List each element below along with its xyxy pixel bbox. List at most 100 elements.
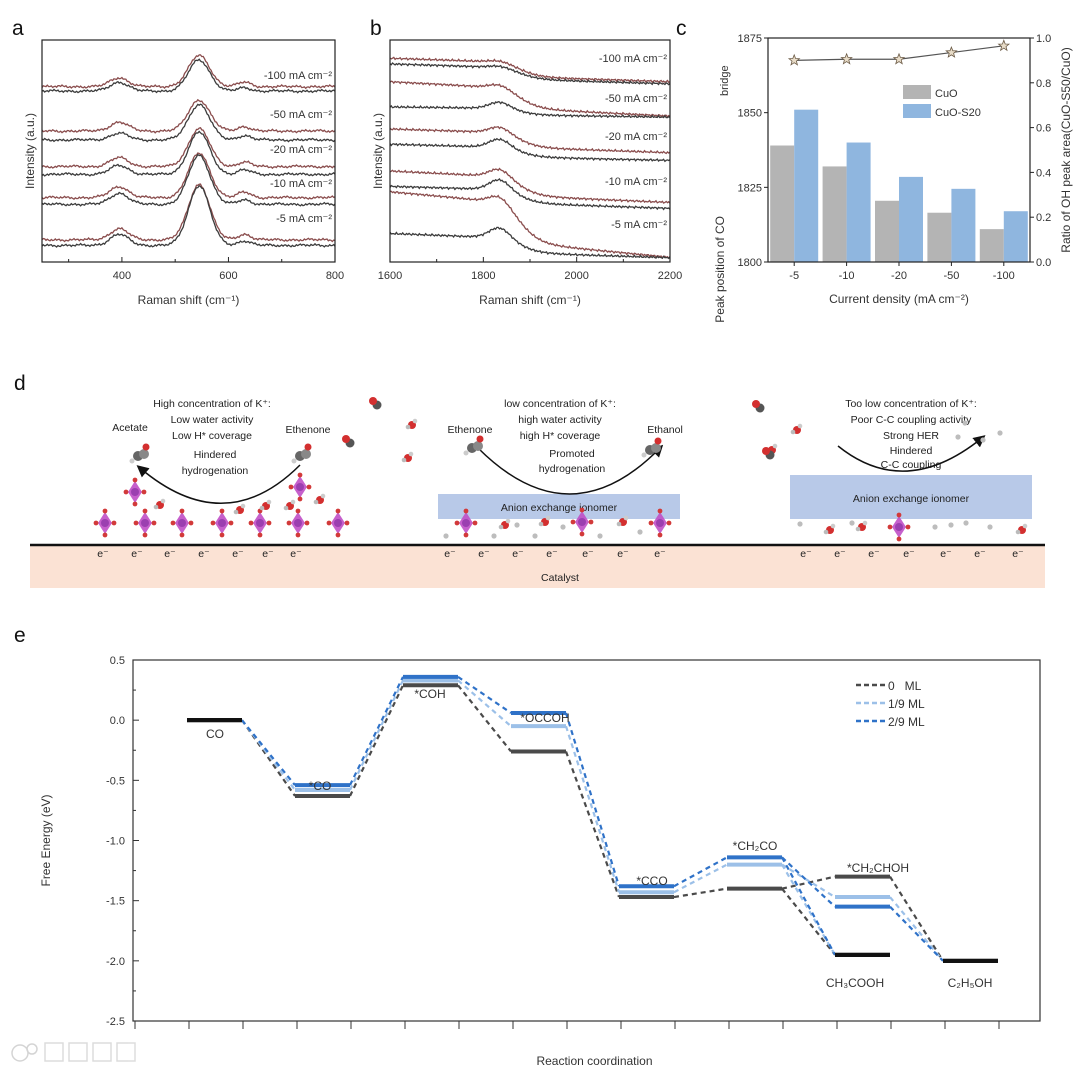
spectrum-line [41, 127, 336, 170]
reaction-arrow [136, 464, 301, 504]
y-right-tick-label: 0.0 [1036, 257, 1051, 269]
energy-connector [457, 675, 512, 714]
electron-label: e⁻ [232, 548, 244, 560]
potassium-ion-cluster [326, 508, 350, 538]
hydrogen-atom [955, 434, 961, 440]
spectrum-line [389, 190, 671, 260]
ethenone-molecule [291, 443, 312, 464]
y-tick-label: 1800 [738, 257, 762, 269]
water-molecule [498, 518, 511, 530]
spectrum-line [41, 153, 336, 207]
energy-connector [781, 887, 836, 956]
water-molecule [259, 499, 272, 511]
electron-label: e⁻ [131, 548, 143, 560]
potassium-ion-cluster [648, 508, 672, 538]
electron-label: e⁻ [262, 548, 274, 560]
series-label: -50 mA cm⁻² [270, 109, 332, 121]
spectrum-line [41, 184, 336, 248]
water-molecule [1015, 523, 1028, 535]
energy-connector [673, 856, 728, 888]
hydrogen-atom [980, 437, 986, 443]
y-tick-label: -0.5 [106, 775, 125, 787]
bar-cuo-s20 [846, 142, 871, 262]
scheme-title: High concentration of K⁺: [153, 398, 271, 410]
energy-connector [781, 863, 836, 898]
mechanism-scheme: Catalyst Anion exchange ionomer Anion exch… [30, 397, 1045, 588]
electron-label: e⁻ [800, 548, 812, 560]
product-label: Acetate [112, 422, 148, 434]
bar-cuo [770, 145, 795, 262]
x-axis-label: Raman shift (cm⁻¹) [138, 293, 240, 307]
y-tick-label: -2.5 [106, 1016, 125, 1028]
spectrum-line [41, 58, 336, 94]
water-molecule [855, 520, 868, 532]
x-axis-label: Raman shift (cm⁻¹) [479, 293, 581, 307]
potassium-ion-cluster [248, 508, 272, 538]
bar-cuo [927, 212, 952, 262]
ionomer-layer [438, 494, 680, 519]
energy-connector [349, 676, 404, 786]
hydrogen-atom [987, 524, 993, 530]
energy-connector [673, 863, 728, 894]
legend-swatch [903, 85, 931, 99]
y-tick-label: -2.0 [106, 956, 125, 968]
bar-cuo-s20 [899, 176, 923, 262]
scheme-condition: Strong HER [883, 430, 939, 442]
spectrum-line [389, 101, 671, 119]
ionomer-label: Anion exchange ionomer [853, 493, 970, 505]
energy-connector [349, 679, 404, 791]
bar-cuo [822, 166, 847, 262]
y-axis-label: Intensity (a.u.) [23, 113, 37, 189]
electron-label: e⁻ [164, 548, 176, 560]
y-axis-label-subscript: bridge [719, 65, 731, 96]
hydrogen-atom [443, 533, 449, 539]
hydrogen-atom [962, 420, 968, 426]
energy-connector [564, 712, 621, 887]
electron-label: e⁻ [290, 548, 302, 560]
x-tick-label: -5 [789, 270, 799, 282]
spectrum-line [389, 80, 671, 118]
electron-label: e⁻ [940, 548, 952, 560]
hydrogen-atom [514, 522, 520, 528]
spectrum-line [389, 177, 671, 211]
scheme-condition: Low H* coverage [172, 430, 252, 442]
energy-connector [781, 856, 836, 956]
watermark-logo [11, 1042, 136, 1062]
series-label: -5 mA cm⁻² [276, 213, 332, 225]
legend-label: 1/9 ML [888, 697, 925, 711]
electron-label: e⁻ [834, 548, 846, 560]
y-tick-label: 0.0 [110, 715, 125, 727]
water-molecule [283, 499, 296, 511]
series-label: -10 mA cm⁻² [605, 176, 667, 188]
state-label: *OCCOH [520, 711, 569, 725]
water-molecule [401, 451, 414, 463]
electron-label: e⁻ [444, 548, 456, 560]
y-right-tick-label: 0.6 [1036, 123, 1051, 135]
co-molecule [752, 400, 765, 413]
y-axis-label: Intensity (a.u.) [371, 113, 385, 189]
bar-cuo [875, 200, 899, 262]
ratio-star-marker [840, 52, 853, 65]
panel-letter-b: b [370, 17, 382, 40]
legend-label: 2/9 ML [888, 715, 925, 729]
electron-label: e⁻ [903, 548, 915, 560]
x-tick-label: 2200 [658, 270, 682, 282]
reaction-arrow [837, 435, 986, 472]
raman-plot-a [41, 54, 336, 248]
energy-connector [889, 905, 944, 962]
spectrum-line [389, 125, 671, 155]
bar-cuo-s20 [794, 109, 819, 263]
y-tick-label: 1825 [738, 182, 762, 194]
panel-letter-e: e [14, 624, 26, 647]
co-molecule [369, 397, 382, 410]
water-molecule [313, 493, 326, 505]
y-right-tick-label: 0.4 [1036, 167, 1051, 179]
product-label: Ethenone [286, 424, 331, 436]
arrow-label: Hindered [890, 445, 933, 457]
bar-cuo-s20 [951, 188, 976, 262]
panel-letter-a: a [12, 17, 24, 40]
potassium-ion-cluster [93, 508, 117, 538]
ratio-star-marker [997, 39, 1011, 52]
spectrum-line [389, 56, 671, 84]
